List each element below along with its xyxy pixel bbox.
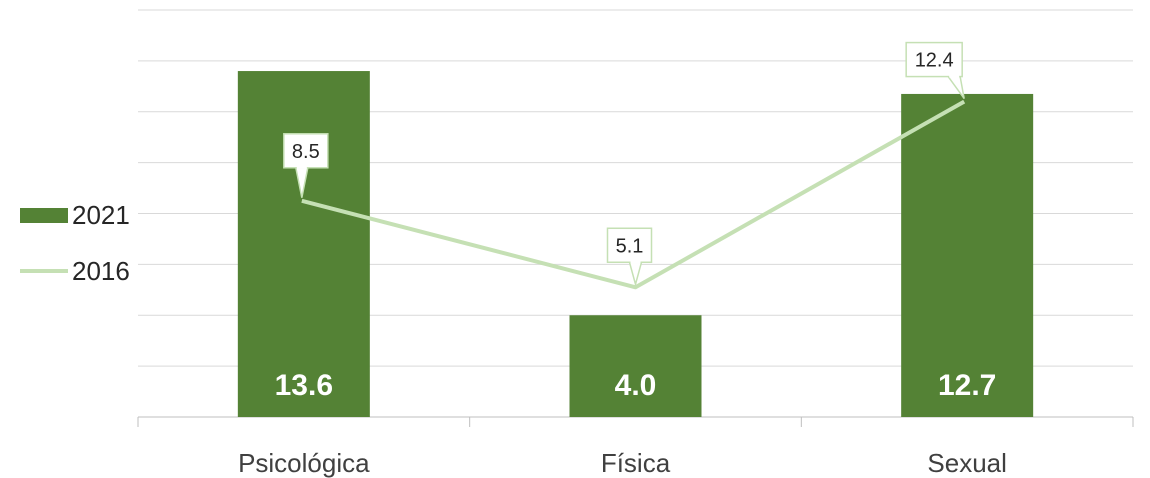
legend-item-line: 2016 <box>20 256 130 286</box>
category-label: Sexual <box>927 448 1007 478</box>
legend-swatch-line <box>20 269 68 273</box>
callout-joint <box>630 260 641 264</box>
bar-Sexual <box>901 93 1034 417</box>
legend-label-2016: 2016 <box>72 255 130 286</box>
line-value-label: 5.1 <box>616 235 644 257</box>
bar-series-2021 <box>237 71 1034 418</box>
bar-Física <box>569 315 702 417</box>
callout-joint <box>296 165 307 169</box>
bar-Psicológica <box>237 71 370 418</box>
callout-joint <box>949 74 960 78</box>
legend: 2021 2016 <box>20 200 130 312</box>
callout-box <box>283 133 329 169</box>
line-value-label: 12.4 <box>915 50 954 72</box>
callout-box <box>905 41 963 78</box>
line-value-callout: 12.4 <box>905 41 965 100</box>
x-axis <box>137 416 1134 427</box>
line-value-callout: 5.1 <box>606 227 653 288</box>
line-series-2016 <box>301 99 966 290</box>
bar-value-label: 13.6 <box>275 369 333 402</box>
line-value-callout: 8.5 <box>283 133 329 198</box>
category-label: Psicológica <box>238 448 370 478</box>
legend-item-bar: 2021 <box>20 200 130 230</box>
bar-value-label: 12.7 <box>938 369 996 402</box>
legend-swatch-bar <box>20 207 68 223</box>
callout-pointer <box>628 261 643 288</box>
legend-label-2021: 2021 <box>72 199 130 230</box>
line-value-label: 8.5 <box>292 141 320 163</box>
callout-box <box>606 227 653 264</box>
category-label: Física <box>601 448 671 478</box>
category-labels: Psicológica Física Sexual <box>238 448 1007 478</box>
bar-value-label: 4.0 <box>615 369 657 402</box>
data-labels: 13.6 4.0 12.7 8.5 5.1 12.4 <box>275 41 996 402</box>
line-2016 <box>301 99 966 290</box>
